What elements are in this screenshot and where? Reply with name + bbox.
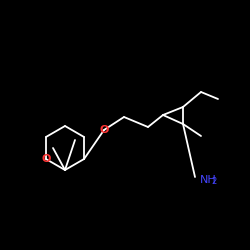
Text: O: O xyxy=(41,154,51,164)
Text: O: O xyxy=(99,125,109,135)
Text: NH: NH xyxy=(200,175,217,185)
Text: 2: 2 xyxy=(211,178,216,186)
